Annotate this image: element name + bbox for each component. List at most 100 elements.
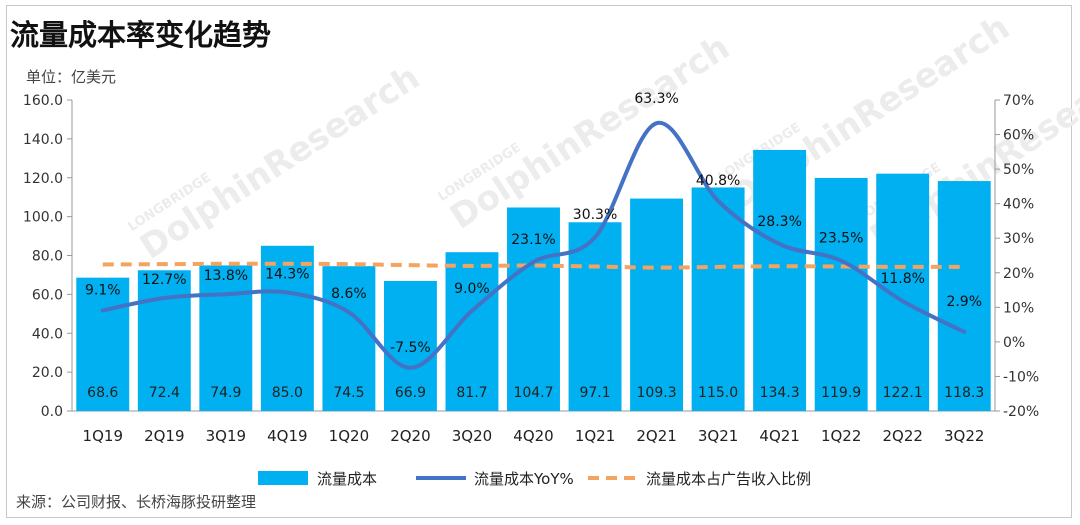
- bar-value-label: 68.6: [87, 385, 118, 401]
- yoy-value-label: 40.8%: [696, 173, 740, 189]
- left-tick-label: 40.0: [32, 326, 63, 342]
- chart-title: 流量成本率变化趋势: [10, 18, 272, 52]
- bar: [876, 173, 930, 411]
- bar-value-label: 74.5: [333, 385, 364, 401]
- bar-value-label: 74.9: [210, 385, 241, 401]
- bar-value-label: 122.1: [883, 385, 923, 401]
- x-tick-label: 2Q20: [390, 427, 430, 445]
- axes-layer: 0.0 20.0 40.0 60.0 80.0 100.0 120.0 140.0 160.0 -…: [23, 93, 1039, 420]
- right-tick-label: -20%: [1003, 404, 1039, 420]
- bar-value-label: 104.7: [513, 385, 553, 401]
- yoy-value-label: 30.3%: [573, 207, 617, 223]
- yoy-labels: 9.1% 12.7% 13.8% 14.3% 8.6% -7.5% 9.0% 23.1% 30.…: [85, 91, 982, 356]
- source-note: 来源：公司财报、长桥海豚投研整理: [16, 493, 257, 511]
- yoy-value-label: 13.8%: [204, 268, 248, 284]
- left-tick-label: 100.0: [23, 210, 63, 226]
- right-tick-label: 70%: [1003, 93, 1034, 109]
- bar: [937, 181, 991, 411]
- left-tick-label: 120.0: [23, 171, 63, 187]
- bar-value-label: 85.0: [272, 385, 303, 401]
- x-tick-label: 3Q19: [206, 427, 246, 445]
- legend-label-bar: 流量成本: [317, 470, 377, 488]
- bar: [76, 277, 130, 411]
- unit-label: 单位：亿美元: [26, 68, 117, 86]
- ratio-line: [102, 261, 965, 270]
- right-tick-label: 20%: [1003, 266, 1034, 282]
- right-tick-label: 40%: [1003, 197, 1034, 213]
- x-tick-label: 1Q20: [329, 427, 369, 445]
- left-tick-label: 0.0: [41, 404, 63, 420]
- bar: [383, 280, 437, 411]
- bar: [260, 245, 314, 411]
- bar-value-label: 115.0: [698, 385, 738, 401]
- x-tick-label: 3Q21: [698, 427, 738, 445]
- x-tick-label: 4Q20: [513, 427, 553, 445]
- chart-frame: [6, 5, 1072, 518]
- bar-value-label: 109.3: [637, 385, 677, 401]
- x-tick-label: 2Q21: [636, 427, 676, 445]
- bar-value-label: 81.7: [456, 385, 487, 401]
- left-tick-label: 80.0: [32, 249, 63, 265]
- x-tick-label: 2Q22: [882, 427, 922, 445]
- legend-swatch-bar: [258, 471, 308, 485]
- bar-value-label: 66.9: [395, 385, 426, 401]
- x-axis-labels: 1Q19 2Q19 3Q19 4Q19 1Q20 2Q20 3Q20 4Q20 1Q21 2Q21…: [83, 427, 985, 445]
- bar: [568, 222, 622, 411]
- bar: [753, 149, 807, 411]
- bar: [814, 177, 868, 411]
- x-tick-label: 1Q21: [575, 427, 615, 445]
- line-series: [100, 121, 967, 370]
- yoy-value-label: 8.6%: [331, 286, 367, 302]
- x-tick-label: 3Q20: [452, 427, 492, 445]
- bar-labels: 68.6 72.4 74.9 85.0 74.5 66.9 81.7 104.7 97.1 109…: [87, 385, 984, 401]
- watermark-line2: DolphinResearch: [133, 57, 427, 267]
- bar: [137, 270, 191, 411]
- left-tick-label: 20.0: [32, 365, 63, 381]
- bar-value-label: 72.4: [149, 385, 180, 401]
- bar: [507, 207, 560, 411]
- x-tick-label: 1Q19: [83, 427, 123, 445]
- left-tick-label: 60.0: [32, 287, 63, 303]
- yoy-value-label: 11.8%: [880, 271, 924, 287]
- bar-series: [76, 149, 991, 411]
- bar: [691, 187, 745, 411]
- bar: [199, 265, 253, 411]
- yoy-value-label: 9.1%: [85, 282, 121, 298]
- x-tick-label: 3Q22: [944, 427, 984, 445]
- bar-value-label: 97.1: [579, 385, 610, 401]
- right-tick-label: -10%: [1003, 369, 1039, 385]
- right-tick-label: 30%: [1003, 231, 1034, 247]
- right-tick-label: 10%: [1003, 300, 1034, 316]
- yoy-value-label: -7.5%: [390, 340, 431, 356]
- bar-value-label: 119.9: [821, 385, 861, 401]
- yoy-value-label: 23.5%: [819, 231, 863, 247]
- x-tick-label: 4Q21: [759, 427, 799, 445]
- bar: [322, 266, 376, 411]
- x-tick-label: 1Q22: [821, 427, 861, 445]
- right-tick-label: 50%: [1003, 162, 1034, 178]
- left-tick-label: 140.0: [23, 132, 63, 148]
- yoy-value-label: 28.3%: [757, 214, 801, 230]
- legend-label-yoy: 流量成本YoY%: [474, 470, 574, 488]
- bar-value-label: 134.3: [760, 385, 800, 401]
- bar: [630, 198, 684, 411]
- yoy-value-label: 12.7%: [142, 272, 186, 288]
- x-tick-label: 2Q19: [144, 427, 184, 445]
- right-tick-label: 0%: [1003, 335, 1025, 351]
- yoy-value-label: 14.3%: [265, 266, 309, 282]
- left-tick-label: 160.0: [23, 93, 63, 109]
- legend: 流量成本 流量成本YoY% 流量成本占广告收入比例: [258, 470, 811, 488]
- yoy-value-label: 9.0%: [454, 281, 490, 297]
- right-tick-label: 60%: [1003, 128, 1034, 144]
- x-tick-label: 4Q19: [267, 427, 307, 445]
- yoy-line: [100, 121, 967, 370]
- yoy-value-label: 63.3%: [634, 91, 678, 107]
- bar-value-label: 118.3: [944, 385, 984, 401]
- legend-label-ratio: 流量成本占广告收入比例: [646, 470, 811, 488]
- yoy-value-label: 23.1%: [511, 232, 555, 248]
- yoy-value-label: 2.9%: [946, 294, 982, 310]
